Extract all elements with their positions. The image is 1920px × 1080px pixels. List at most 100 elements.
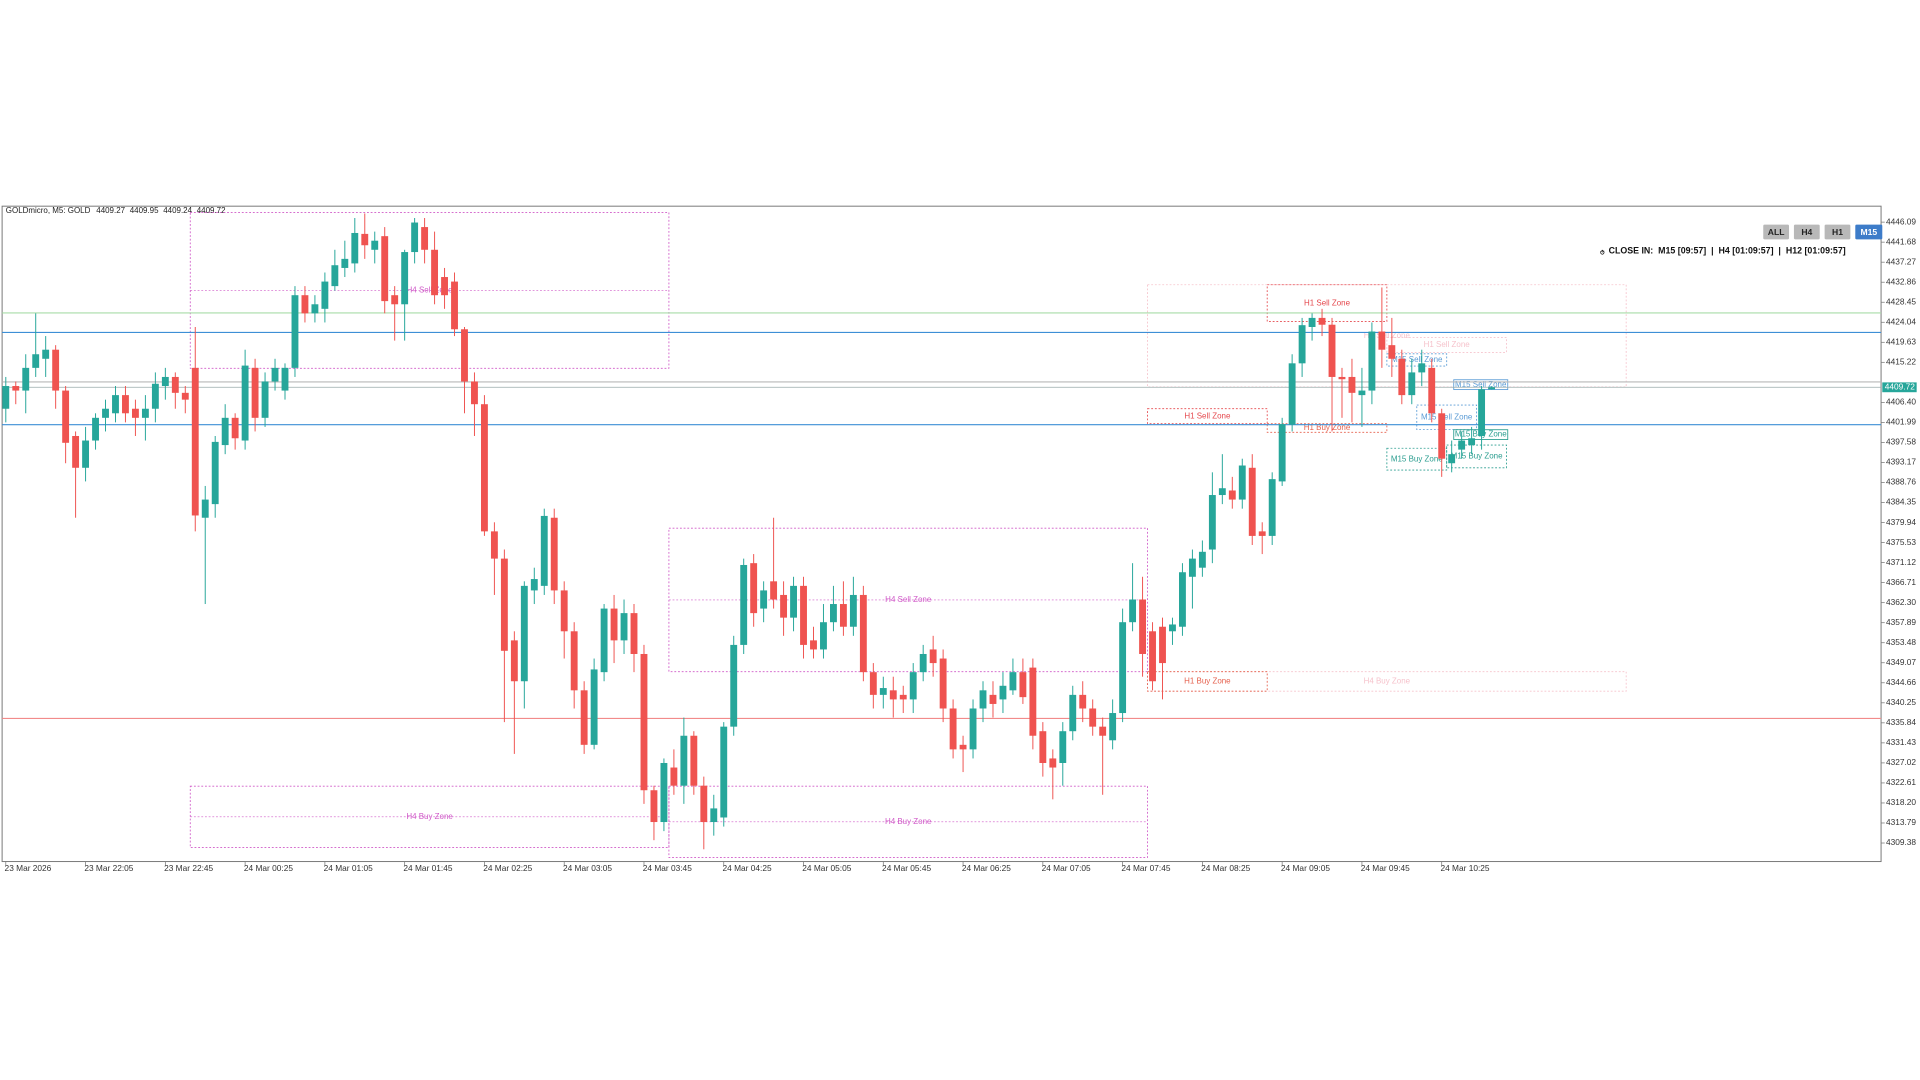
timeframe-button[interactable] [1763, 224, 1790, 240]
countdown-value: M15 [09:57] [1658, 246, 1706, 256]
candle-body [899, 694, 907, 700]
candle-body [72, 435, 80, 468]
x-tick-label: 24 Mar 02:25 [483, 863, 532, 873]
candle-body [969, 708, 977, 750]
candle-body [471, 381, 478, 405]
candle-body [760, 590, 768, 609]
candle-body [849, 594, 857, 627]
candle-body [1318, 317, 1326, 325]
candle-body [959, 744, 967, 750]
y-tick-label: 4375.53 [1886, 537, 1916, 547]
candle-body [730, 644, 738, 727]
y-tick-label: 4393.17 [1886, 457, 1916, 467]
timeframe-button[interactable] [1793, 224, 1820, 240]
timeframe-button[interactable] [1855, 224, 1883, 240]
y-tick-label: 4349.07 [1886, 657, 1916, 667]
candle-body [810, 640, 817, 650]
zone [1416, 404, 1478, 431]
x-tick-label: 23 Mar 22:05 [84, 863, 133, 873]
zone [1386, 337, 1507, 353]
y-tick-label: 4428.45 [1886, 296, 1916, 306]
candle-body [1198, 551, 1206, 568]
candle-body [461, 329, 468, 382]
candle-body [929, 649, 937, 664]
x-tick-label: 24 Mar 09:05 [1281, 863, 1330, 873]
candle-body [750, 563, 758, 614]
candle-body [231, 417, 239, 439]
candle-body [949, 708, 957, 750]
zone-label: H4 Sell Zone [407, 286, 454, 295]
candle-body [630, 613, 638, 654]
zone-label: M15 Buy Zone [1391, 454, 1443, 463]
candle-body [570, 631, 578, 691]
timeframe-button-label[interactable]: M15 [1860, 227, 1877, 237]
zone [1147, 671, 1627, 692]
candle-body [1019, 672, 1027, 698]
countdown-value: H4 [01:09:57] [1719, 246, 1774, 256]
candle-body [1408, 372, 1416, 396]
candle-body [1458, 440, 1466, 450]
separator: | [1711, 246, 1713, 256]
zone [1147, 408, 1268, 425]
candle-body [710, 808, 718, 823]
candle-body [251, 367, 259, 418]
candle-body [1478, 389, 1486, 436]
candle-body [1099, 726, 1107, 736]
zone [1446, 444, 1507, 469]
y-tick-label: 4415.22 [1886, 357, 1916, 367]
candle-body [1268, 479, 1276, 536]
y-tick-label: 4397.58 [1886, 437, 1916, 447]
candle-body [241, 365, 249, 441]
candle-body [1208, 495, 1216, 550]
zone-label: H1 Sell Zone [1184, 411, 1231, 420]
y-tick-label: 4432.86 [1886, 276, 1916, 286]
candle-body [530, 579, 538, 591]
timeframe-button-label[interactable]: H1 [1832, 227, 1843, 237]
y-tick-label: 4437.27 [1886, 256, 1916, 266]
candle-body [321, 281, 329, 309]
timeframe-button-label[interactable]: ALL [1768, 227, 1785, 237]
y-tick-label: 4313.79 [1886, 817, 1916, 827]
candle-body [131, 408, 139, 418]
candle-body [1179, 572, 1186, 627]
candle-body [441, 277, 448, 296]
timeframe-button-label[interactable]: H4 [1801, 227, 1812, 237]
clock-icon: ⏱ [1600, 249, 1605, 256]
candle-body [939, 658, 947, 709]
y-tick-label: 4379.94 [1886, 517, 1916, 527]
zone-label: H4 Buy Zone [406, 812, 453, 821]
candle-body [1059, 731, 1067, 763]
candle-body [1348, 376, 1356, 393]
candle-body [151, 383, 159, 409]
y-tick-label: 4344.66 [1886, 677, 1916, 687]
candle-body [82, 440, 90, 468]
candle-body [820, 622, 827, 650]
candle-body [421, 227, 429, 250]
candle-body [580, 690, 588, 745]
countdown-value: H12 [01:09:57] [1786, 246, 1846, 256]
countdown: CLOSE IN: M15 [09:57] | H4 [01:09:57] | H12 [… [1609, 246, 1846, 256]
panel: ⏱ ALL H4 H1 M15 CLOSE IN: M15 [09:57] | H4 [01:… [1600, 224, 1883, 256]
candle-body [271, 367, 279, 382]
y-tick-label: 4335.84 [1886, 717, 1916, 727]
y-tick-label: 4309.38 [1886, 837, 1916, 847]
candle-body [1438, 413, 1446, 459]
candle-body [620, 613, 628, 641]
candle-body [1218, 488, 1226, 496]
candle-body [391, 295, 399, 305]
candle-body [2, 386, 10, 409]
candle-body [1188, 558, 1196, 577]
candle-body [1368, 331, 1376, 391]
candle-body [909, 672, 917, 700]
timeframe-button[interactable] [1824, 224, 1851, 240]
candle-body [1159, 626, 1166, 664]
candle-body [770, 581, 778, 600]
y-tick-label: 4318.20 [1886, 797, 1916, 807]
x-tick-label: 24 Mar 03:45 [643, 863, 692, 873]
candle-body [830, 604, 837, 623]
candle-body [1039, 731, 1047, 763]
candle-body [979, 690, 987, 709]
candle-body [1378, 331, 1386, 350]
candle-body [201, 499, 209, 518]
